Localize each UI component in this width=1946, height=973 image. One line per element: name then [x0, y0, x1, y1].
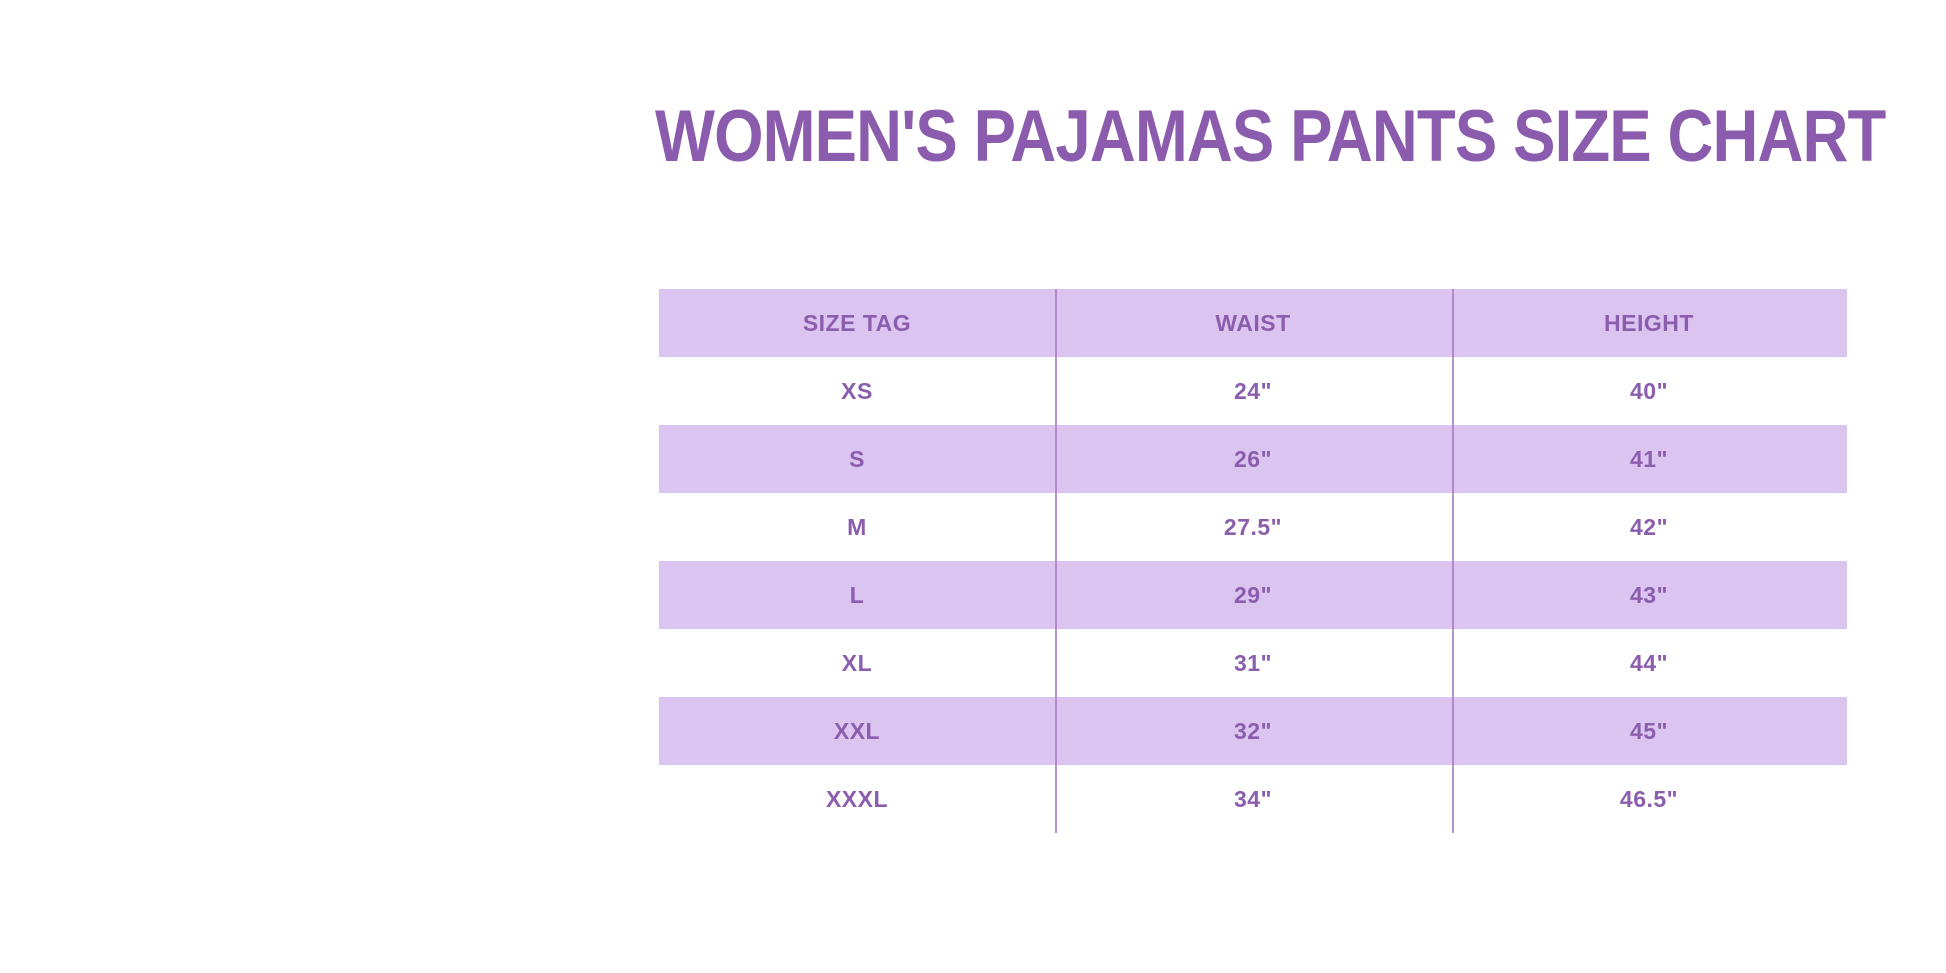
- cell-height: 43": [1630, 581, 1668, 608]
- column-divider: [1055, 289, 1057, 833]
- table-row: XXXL 34" 46.5": [659, 765, 1847, 833]
- cell-height: 45": [1630, 717, 1668, 744]
- cell-size-tag: L: [849, 581, 865, 608]
- table-row: S 26" 41": [659, 425, 1847, 493]
- column-divider: [1452, 289, 1454, 833]
- table-header-row: SIZE TAG WAIST HEIGHT: [659, 289, 1847, 357]
- cell-size-tag: XS: [841, 377, 873, 404]
- cell-size-tag: XL: [841, 649, 873, 676]
- cell-height: 46.5": [1619, 785, 1679, 812]
- cell-size-tag: XXXL: [825, 785, 889, 812]
- table-row: M 27.5" 42": [659, 493, 1847, 561]
- cell-waist: 34": [1234, 785, 1272, 812]
- table-row: XL 31" 44": [659, 629, 1847, 697]
- header-cell-size-tag: SIZE TAG: [802, 309, 912, 336]
- cell-size-tag: XXL: [833, 717, 881, 744]
- cell-height: 42": [1630, 513, 1668, 540]
- cell-waist: 32": [1234, 717, 1272, 744]
- header-cell-height: HEIGHT: [1604, 309, 1694, 336]
- cell-waist: 31": [1234, 649, 1272, 676]
- table-row: XXL 32" 45": [659, 697, 1847, 765]
- cell-size-tag: S: [849, 445, 865, 472]
- cell-size-tag: M: [847, 513, 867, 540]
- header-cell-waist: WAIST: [1215, 309, 1291, 336]
- cell-waist: 27.5": [1223, 513, 1283, 540]
- table-row: L 29" 43": [659, 561, 1847, 629]
- cell-waist: 29": [1234, 581, 1272, 608]
- cell-height: 41": [1630, 445, 1668, 472]
- cell-height: 44": [1630, 649, 1668, 676]
- page-title: WOMEN'S PAJAMAS PANTS SIZE CHART: [655, 96, 1886, 177]
- cell-waist: 24": [1234, 377, 1272, 404]
- table-row: XS 24" 40": [659, 357, 1847, 425]
- cell-waist: 26": [1234, 445, 1272, 472]
- size-table: SIZE TAG WAIST HEIGHT XS 24" 40" S 26" 4…: [659, 289, 1847, 833]
- cell-height: 40": [1630, 377, 1668, 404]
